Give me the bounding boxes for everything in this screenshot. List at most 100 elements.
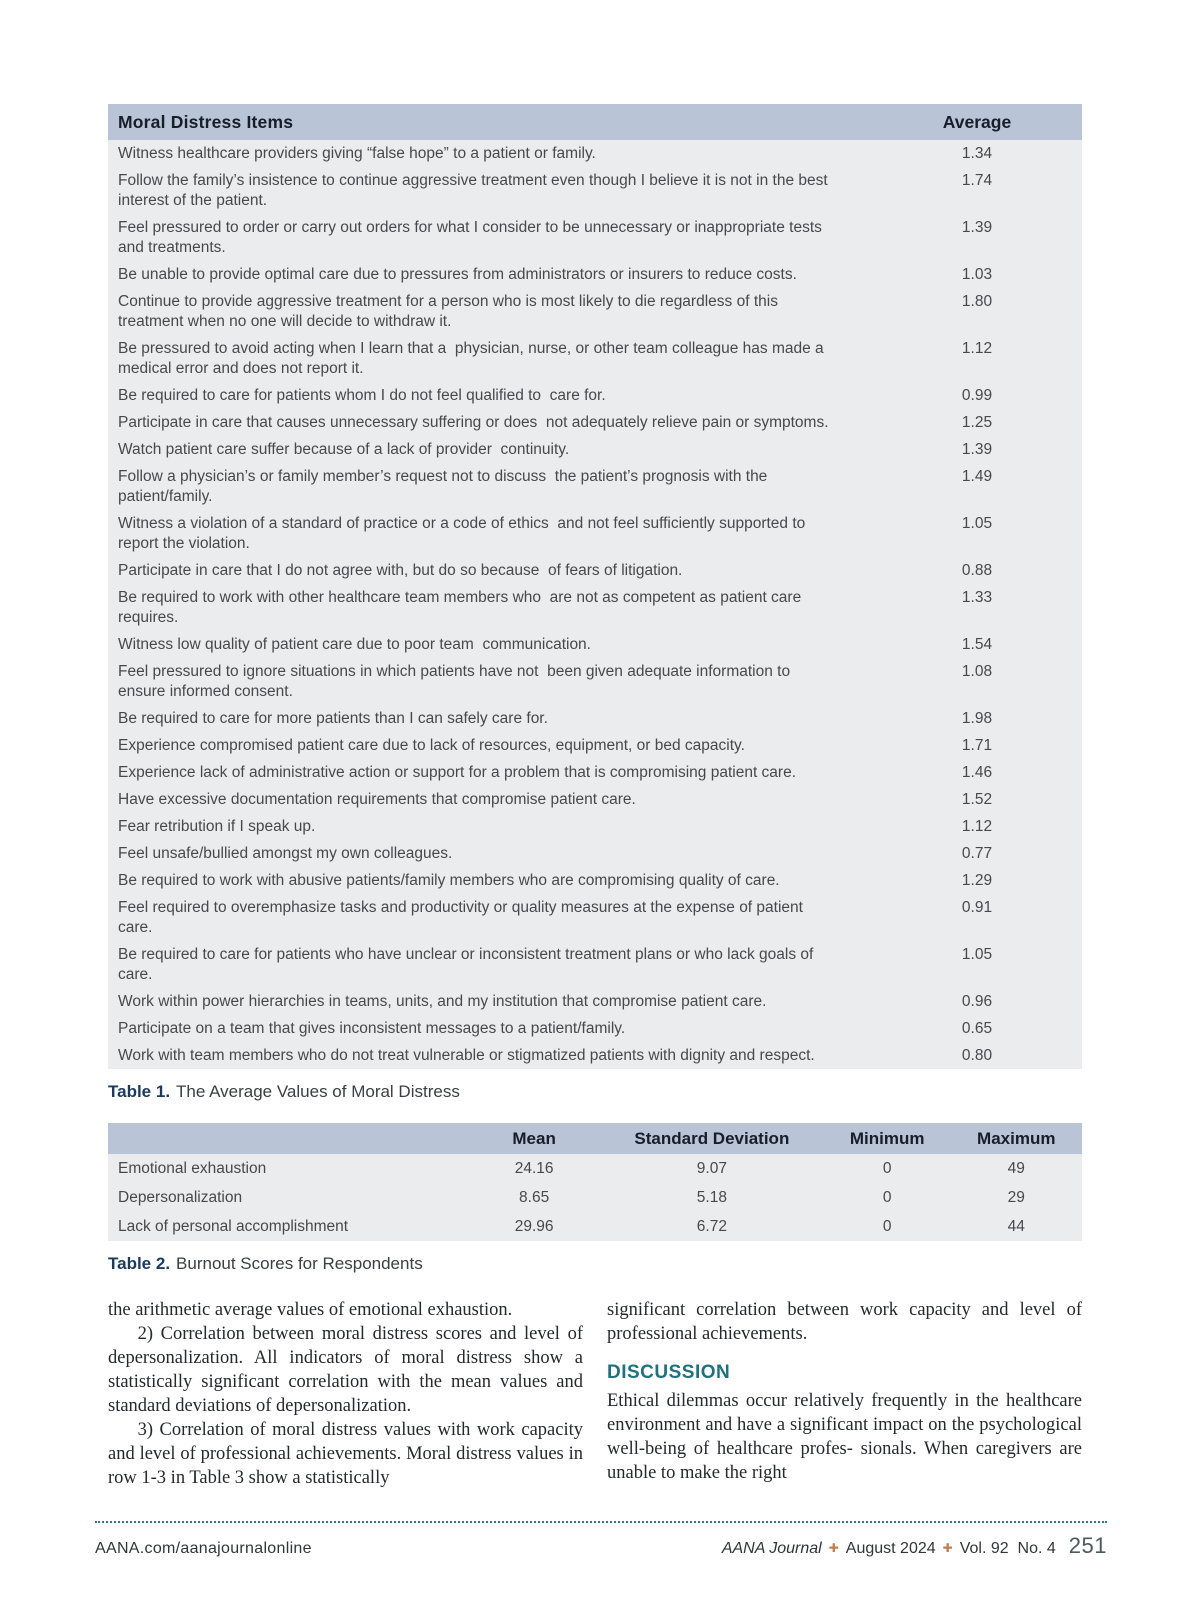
max-value: 44 [950, 1212, 1082, 1241]
average-value: 1.39 [961, 440, 993, 458]
table-row: Participate in care that causes unnecess… [108, 409, 1082, 436]
body-text-columns: the arithmetic average values of emotion… [108, 1298, 1082, 1490]
moral-distress-item: Feel pressured to order or carry out ord… [118, 218, 827, 256]
average-value: 1.39 [961, 218, 993, 236]
moral-distress-item: Be required to work with abusive patient… [118, 871, 780, 889]
average-value: 1.49 [961, 467, 993, 485]
paragraph: the arithmetic average values of emotion… [108, 1300, 513, 1320]
column-header-blank [108, 1123, 469, 1154]
table-row: Work within power hierarchies in teams, … [108, 988, 1082, 1015]
burnout-row-label: Lack of personal accomplishment [108, 1212, 469, 1241]
table-row: Depersonalization 8.65 5.18 0 29 [108, 1183, 1082, 1212]
table-row: Be required to work with abusive patient… [108, 867, 1082, 894]
mean-value: 8.65 [468, 1183, 600, 1212]
min-value: 0 [823, 1154, 951, 1183]
average-value: 1.33 [961, 588, 993, 606]
burnout-row-label: Depersonalization [108, 1183, 469, 1212]
max-value: 29 [950, 1183, 1082, 1212]
moral-distress-item: Feel required to overemphasize tasks and… [118, 898, 808, 936]
moral-distress-item: Be unable to provide optimal care due to… [118, 265, 797, 283]
moral-distress-item: Participate on a team that gives inconsi… [118, 1019, 626, 1037]
moral-distress-item: Work within power hierarchies in teams, … [118, 992, 767, 1010]
table-row: Be required to care for patients who hav… [108, 941, 1082, 988]
table-row: Lack of personal accomplishment 29.96 6.… [108, 1212, 1082, 1241]
moral-distress-item: Have excessive documentation requirement… [118, 790, 636, 808]
table-row: Witness a violation of a standard of pra… [108, 510, 1082, 557]
table-row: Feel pressured to order or carry out ord… [108, 214, 1082, 261]
average-value: 1.74 [961, 171, 993, 189]
sd-value: 9.07 [599, 1154, 824, 1183]
table-row: Feel unsafe/bullied amongst my own colle… [108, 840, 1082, 867]
moral-distress-item: Witness low quality of patient care due … [118, 635, 591, 653]
footer-citation: AANA Journal ✚ August 2024 ✚ Vol. 92 No.… [722, 1533, 1107, 1559]
journal-website-link[interactable]: AANA.com/aanajournalonline [95, 1540, 312, 1557]
table-row: Be pressured to avoid acting when I lear… [108, 335, 1082, 382]
column-header-sd: Standard Deviation [599, 1123, 824, 1154]
average-value: 1.12 [961, 339, 993, 357]
moral-distress-item: Follow the family’s insistence to contin… [118, 171, 832, 209]
discussion-heading: DISCUSSION [607, 1362, 731, 1383]
mean-value: 24.16 [468, 1154, 600, 1183]
table-row: Witness low quality of patient care due … [108, 631, 1082, 658]
mean-value: 29.96 [468, 1212, 600, 1241]
burnout-row-label: Emotional exhaustion [108, 1154, 469, 1183]
moral-distress-item: Participate in care that I do not agree … [118, 561, 683, 579]
moral-distress-item: Be pressured to avoid acting when I lear… [118, 339, 828, 377]
moral-distress-item: Be required to care for patients whom I … [118, 386, 606, 404]
moral-distress-table-header: Moral Distress Items Average [108, 104, 1082, 140]
volume-number: Vol. 92 No. 4 [959, 1540, 1056, 1557]
average-value: 0.88 [961, 561, 993, 579]
moral-distress-item: Witness healthcare providers giving “fal… [118, 144, 596, 162]
moral-distress-item: Work with team members who do not treat … [118, 1046, 815, 1064]
average-value: 1.71 [961, 736, 993, 754]
moral-distress-item: Be required to care for more patients th… [118, 709, 548, 727]
paragraph: Ethical dilemmas occur relatively freque… [607, 1391, 1082, 1483]
column-header-mean: Mean [468, 1123, 600, 1154]
cross-separator-icon: ✚ [828, 1541, 839, 1555]
table2-caption-label: Table 2. [108, 1254, 171, 1273]
average-value: 1.12 [961, 817, 993, 835]
table-row: Witness healthcare providers giving “fal… [108, 140, 1082, 167]
table-row: Watch patient care suffer because of a l… [108, 436, 1082, 463]
average-value: 0.96 [961, 992, 993, 1010]
issue-date: August 2024 [845, 1540, 936, 1557]
average-value: 1.52 [961, 790, 993, 808]
moral-distress-table: Moral Distress Items Average Witness hea… [108, 104, 1082, 1069]
page-number: 251 [1068, 1533, 1107, 1558]
moral-distress-item: Feel unsafe/bullied amongst my own colle… [118, 844, 453, 862]
average-value: 0.65 [961, 1019, 993, 1037]
average-value: 1.05 [961, 514, 993, 532]
moral-distress-item: Fear retribution if I speak up. [118, 817, 316, 835]
table-row: Experience lack of administrative action… [108, 759, 1082, 786]
sd-value: 5.18 [599, 1183, 824, 1212]
page-footer: AANA.com/aanajournalonline AANA Journal … [95, 1521, 1107, 1559]
table-row: Be required to work with other healthcar… [108, 584, 1082, 631]
average-value: 0.91 [961, 898, 993, 916]
table-row: Fear retribution if I speak up. 1.12 [108, 813, 1082, 840]
table-row: Follow a physician’s or family member’s … [108, 463, 1082, 510]
table1-caption-label: Table 1. [108, 1082, 171, 1101]
average-value: 1.54 [961, 635, 993, 653]
moral-distress-item: Watch patient care suffer because of a l… [118, 440, 570, 458]
table-row: Feel pressured to ignore situations in w… [108, 658, 1082, 705]
average-value: 1.80 [961, 292, 993, 310]
table2-caption: Table 2. Burnout Scores for Respondents [108, 1254, 1082, 1274]
moral-distress-item: Participate in care that causes unnecess… [118, 413, 829, 431]
moral-distress-table-body: Witness healthcare providers giving “fal… [108, 140, 1082, 1069]
sd-value: 6.72 [599, 1212, 824, 1241]
column-header-min: Minimum [823, 1123, 951, 1154]
table-row: Feel required to overemphasize tasks and… [108, 894, 1082, 941]
table-row: Participate in care that I do not agree … [108, 557, 1082, 584]
table-row: Work with team members who do not treat … [108, 1042, 1082, 1069]
average-value: 1.25 [961, 413, 993, 431]
table2-caption-text: Burnout Scores for Respondents [176, 1254, 423, 1273]
average-value: 1.34 [961, 144, 993, 162]
column-header-max: Maximum [950, 1123, 1082, 1154]
moral-distress-item: Witness a violation of a standard of pra… [118, 514, 810, 552]
table1-caption-text: The Average Values of Moral Distress [176, 1082, 460, 1101]
min-value: 0 [823, 1212, 951, 1241]
average-value: 0.80 [961, 1046, 993, 1064]
moral-distress-item: Feel pressured to ignore situations in w… [118, 662, 795, 700]
average-value: 1.29 [961, 871, 993, 889]
